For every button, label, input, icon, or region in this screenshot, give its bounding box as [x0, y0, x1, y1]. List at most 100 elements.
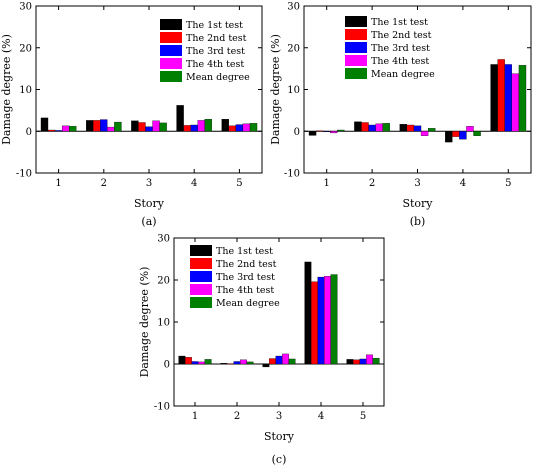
legend-label: The 3rd test: [371, 43, 430, 54]
legend-swatch: [160, 58, 182, 69]
legend-label: The 2nd test: [371, 30, 432, 41]
bar: [131, 120, 139, 132]
x-tick-label: 3: [146, 178, 152, 189]
bar: [240, 359, 247, 365]
bar: [246, 361, 254, 365]
x-axis-label: Story: [134, 197, 165, 210]
bar: [361, 122, 369, 132]
bar: [235, 124, 244, 132]
bar: [427, 128, 436, 132]
bar: [197, 120, 205, 132]
bar: [353, 359, 360, 365]
bar: [185, 357, 192, 365]
bar: [159, 122, 167, 132]
legend-label: The 4th test: [371, 56, 429, 67]
legend-swatch: [345, 55, 367, 66]
bar: [308, 131, 317, 136]
bar: [399, 124, 408, 132]
panel-label: (b): [410, 215, 426, 228]
y-tick-label: 30: [19, 2, 32, 13]
legend-label: The 3rd test: [216, 272, 275, 283]
bar: [242, 123, 251, 132]
legend-label: Mean degree: [371, 69, 435, 80]
chart-panel-3: -10 0 10 20 30 1 2 3 4 5 The 1st test The 2nd test T…: [138, 234, 385, 466]
bar: [497, 59, 505, 132]
y-tick-label: 20: [19, 43, 32, 54]
y-axis-label: Damage degree (%): [138, 267, 151, 378]
x-axis-label: Story: [264, 430, 295, 443]
y-tick-label: -10: [154, 402, 170, 413]
chart-panel-1: -10 0 10 20 30 1 2 3 4 5 The 1st test The 2nd test T…: [0, 2, 263, 228]
y-tick-label: 10: [19, 85, 32, 96]
bar: [275, 355, 283, 365]
bar: [282, 353, 289, 365]
bar: [366, 354, 373, 365]
y-tick-label: 20: [157, 276, 170, 287]
legend-label: The 2nd test: [216, 259, 277, 270]
bar: [100, 119, 108, 132]
legend-swatch: [160, 45, 182, 56]
y-tick-label: 0: [26, 127, 32, 138]
y-tick-label: -10: [284, 169, 300, 180]
bar: [69, 126, 77, 132]
panel-label: (a): [141, 215, 156, 228]
legend-label: The 4th test: [216, 285, 274, 296]
x-tick-label: 1: [55, 178, 61, 189]
bar: [382, 123, 390, 132]
bar: [452, 131, 460, 137]
plot-frame: [35, 5, 263, 174]
bar: [473, 131, 481, 136]
bar: [86, 120, 94, 132]
bar: [459, 131, 467, 140]
bar: [227, 363, 234, 365]
bar: [288, 358, 296, 365]
x-tick-label: 5: [360, 411, 366, 422]
legend-label: The 3rd test: [186, 46, 245, 57]
bar: [406, 124, 415, 132]
bar: [152, 120, 160, 132]
bar: [183, 125, 191, 132]
y-tick-label: 0: [294, 127, 300, 138]
legend-label: Mean degree: [216, 298, 280, 309]
legend-swatch: [160, 71, 182, 82]
bar: [178, 355, 186, 365]
bar: [324, 276, 331, 365]
bar: [368, 124, 376, 132]
x-tick-label: 2: [369, 178, 375, 189]
y-tick-label: 30: [287, 2, 300, 13]
legend-swatch: [345, 68, 367, 79]
legend-label: The 1st test: [216, 246, 273, 257]
x-tick-label: 5: [236, 178, 242, 189]
x-tick-label: 5: [505, 178, 511, 189]
bar: [413, 125, 422, 132]
y-tick-label: 10: [287, 85, 300, 96]
bar: [204, 118, 212, 132]
x-tick-label: 1: [192, 411, 198, 422]
bar: [330, 274, 338, 365]
bar: [372, 357, 380, 365]
y-tick-label: 20: [287, 43, 300, 54]
x-tick-label: 3: [414, 178, 420, 189]
bar: [198, 361, 205, 365]
bar: [190, 124, 198, 132]
y-tick-label: -10: [16, 169, 32, 180]
legend-swatch: [160, 19, 182, 30]
bar: [337, 129, 345, 132]
bar: [420, 131, 429, 136]
bar: [40, 117, 49, 132]
bar: [47, 129, 56, 132]
bar: [445, 131, 453, 143]
legend-swatch: [345, 42, 367, 53]
bar: [107, 126, 115, 132]
bar: [315, 130, 324, 132]
bar: [220, 363, 228, 365]
x-tick-label: 4: [318, 411, 324, 422]
x-tick-label: 3: [276, 411, 282, 422]
bar: [249, 123, 258, 132]
x-axis-label: Story: [402, 197, 433, 210]
bar: [317, 276, 325, 365]
bar: [490, 64, 498, 132]
bar: [176, 105, 184, 132]
y-tick-label: 0: [164, 360, 170, 371]
